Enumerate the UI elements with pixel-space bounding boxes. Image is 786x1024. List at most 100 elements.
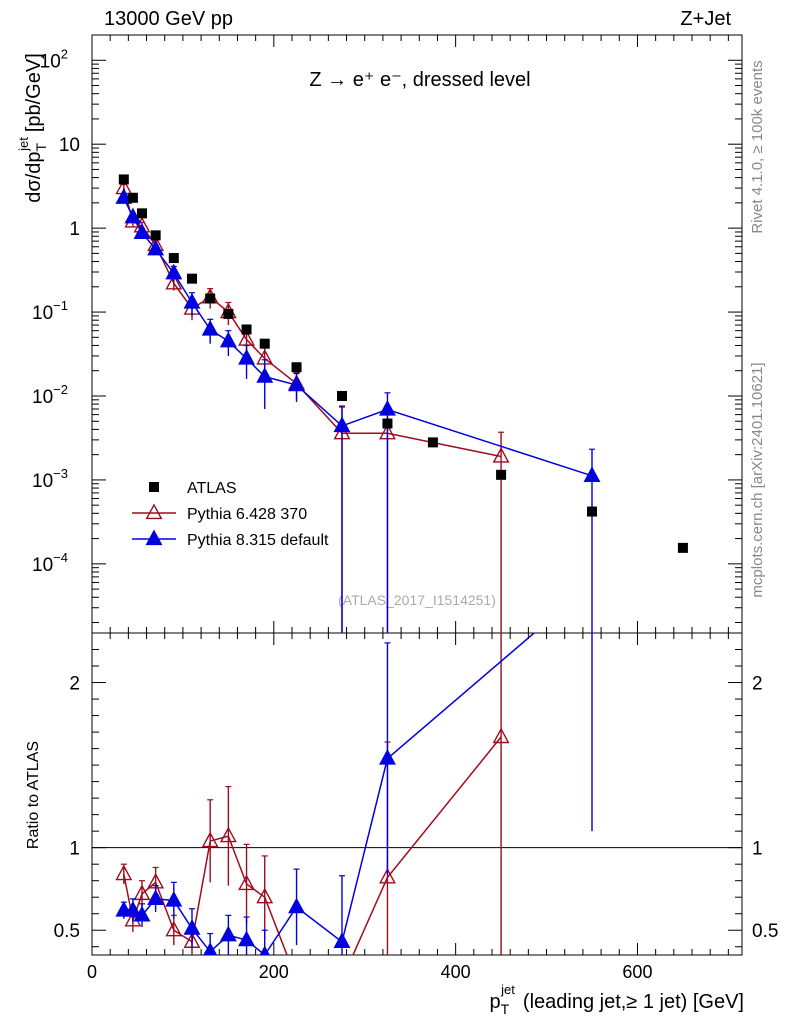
y-tick-base: 10 — [32, 471, 53, 492]
x-tick-label: 0 — [87, 962, 97, 982]
atlas-point — [205, 293, 216, 304]
py6-ratio-point — [335, 972, 350, 986]
py8-line — [123, 197, 593, 477]
y-axis-label-sup: jet — [16, 137, 31, 152]
header-right: Z+Jet — [680, 8, 731, 30]
py8-point — [379, 399, 396, 416]
atlas-point — [496, 469, 507, 480]
x-axis-label-sub: T — [501, 1001, 510, 1017]
atlas-point — [241, 324, 252, 335]
py8-ratio-line — [123, 633, 536, 955]
atlas-point — [587, 506, 597, 517]
y-axis-label-main: dσ/dp — [23, 151, 45, 202]
analysis-label: (ATLAS_2017_I1514251) — [338, 592, 496, 608]
py8-ratio-point — [147, 889, 165, 906]
header-left: 13000 GeV pp — [104, 8, 233, 30]
y-tick-label: 10−1 — [32, 298, 68, 324]
py6-point — [492, 446, 510, 463]
py6-ratio-point — [289, 972, 304, 986]
py6-point — [165, 273, 183, 290]
py8-point — [124, 207, 142, 224]
py8-ratio-point — [379, 748, 396, 765]
x-axis-label: pTjet (leading jet,≥ 1 jet) [GeV] — [489, 982, 744, 1017]
py6-ratio-line — [123, 736, 502, 955]
y-tick-label: 10−3 — [32, 466, 68, 492]
legend-py6-label: Pythia 6.428 370 — [187, 506, 307, 523]
ratio-tick-label-right: 2 — [752, 674, 763, 695]
x-tick-label: 200 — [259, 962, 289, 982]
py8-point — [183, 292, 201, 309]
y-tick-base: 1 — [69, 219, 80, 240]
y-tick-base: 10 — [59, 135, 80, 156]
y-tick-label: 10−2 — [32, 382, 68, 408]
ratio-panel-frame — [91, 632, 743, 956]
legend-py8-marker — [145, 529, 163, 546]
atlas-point — [168, 253, 179, 264]
atlas-point — [382, 418, 393, 429]
py8-point — [288, 375, 305, 392]
atlas-point — [427, 437, 438, 448]
x-axis-label-rest: (leading jet,≥ 1 jet) [GeV] — [523, 991, 744, 1013]
ratio-y-label: Ratio to ATLAS — [25, 741, 42, 849]
py8-point — [115, 188, 133, 204]
x-tick-label: 400 — [441, 962, 471, 982]
y-axis-label-sub: T — [33, 142, 49, 151]
py6-ratio-point — [115, 864, 133, 881]
py8-ratio-point — [124, 900, 142, 917]
atlas-point — [150, 230, 161, 241]
py6-ratio-point — [133, 884, 151, 901]
y-axis-label: dσ/dpTjet [pb/GeV] — [16, 53, 49, 203]
atlas-point — [137, 208, 147, 219]
atlas-point — [118, 174, 129, 185]
mcplots-label: mcplots.cern.ch [arXiv:2401.10621] — [749, 362, 766, 597]
legend-atlas-label: ATLAS — [187, 480, 237, 497]
py8-ratio-point — [259, 945, 270, 955]
atlas-point — [127, 192, 138, 203]
y-tick-exponent: −2 — [53, 382, 68, 397]
y-tick-exponent: −3 — [53, 466, 68, 481]
py8-ratio-point — [219, 925, 237, 942]
py8-ratio-point — [288, 897, 305, 914]
py6-ratio-point — [219, 826, 237, 843]
x-axis-label-p: p — [489, 991, 500, 1013]
py8-ratio-point — [183, 919, 201, 935]
py8-point — [583, 466, 601, 482]
y-tick-exponent: −4 — [53, 550, 68, 565]
ratio-tick-label: 1 — [69, 839, 80, 860]
y-tick-label: 10−4 — [32, 550, 68, 576]
process-label: Z → e⁺ e⁻, dressed level — [309, 69, 530, 91]
py6-ratio-point — [201, 831, 219, 848]
atlas-point — [187, 273, 197, 284]
ratio-tick-label: 2 — [69, 674, 80, 695]
y-tick-label: 1 — [69, 219, 80, 240]
legend-py6-marker — [145, 503, 163, 520]
py8-ratio-point — [133, 905, 151, 922]
py8-point — [201, 319, 219, 336]
y-tick-label: 102 — [40, 46, 68, 72]
atlas-point — [291, 362, 302, 373]
py8-point — [256, 367, 274, 383]
py8-point — [238, 348, 255, 365]
py6-ratio-point — [492, 727, 510, 744]
y-tick-exponent: −1 — [53, 298, 68, 313]
x-tick-label: 600 — [622, 962, 652, 982]
py8-ratio-point — [165, 890, 183, 907]
x-axis-label-sup: jet — [500, 982, 515, 997]
y-axis-label-unit: [pb/GeV] — [23, 53, 45, 132]
py6-line — [123, 187, 502, 458]
y-tick-base: 10 — [32, 555, 53, 576]
py8-point — [147, 239, 165, 256]
svg-text:dσ/dpTjet[pb/GeV]: dσ/dpTjet [pb/GeV] — [16, 53, 49, 203]
py8-point — [333, 416, 351, 433]
rivet-label: Rivet 4.1.0, ≥ 100k events — [749, 60, 766, 233]
py6-ratio-point — [238, 874, 255, 891]
atlas-point — [259, 338, 270, 349]
ratio-tick-label-right: 1 — [752, 839, 763, 860]
y-tick-base: 10 — [40, 51, 61, 72]
ratio-tick-label: 0.5 — [54, 921, 80, 942]
y-tick-label: 10 — [59, 135, 80, 156]
y-tick-base: 10 — [32, 387, 53, 408]
ratio-tick-label-right: 0.5 — [752, 921, 778, 942]
py8-point — [165, 263, 183, 280]
